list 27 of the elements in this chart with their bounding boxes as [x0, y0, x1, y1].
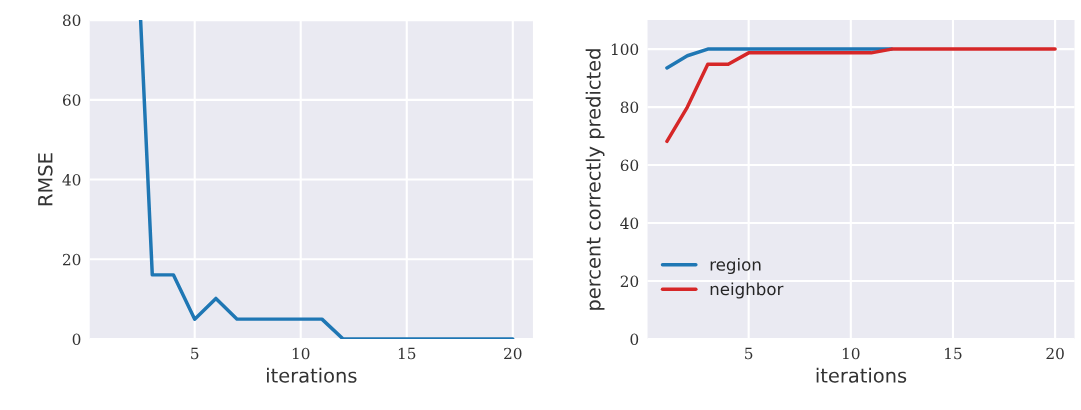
- x-tick-label: 10: [842, 347, 860, 360]
- line-series: [665, 47, 1057, 144]
- y-tick-label: 0: [630, 333, 639, 346]
- y-axis-title: percent correctly predicted: [585, 49, 605, 310]
- x-tick-label: 5: [745, 347, 753, 360]
- y-tick-label: 40: [620, 217, 639, 230]
- x-tick-label: 20: [504, 347, 522, 360]
- x-axis-title: iterations: [267, 367, 357, 383]
- y-tick-label: 100: [611, 43, 639, 56]
- x-tick-label: 15: [945, 347, 962, 360]
- y-tick-label: 80: [62, 14, 81, 27]
- x-tick-label: 10: [292, 347, 310, 360]
- x-tick-label: 15: [398, 347, 416, 360]
- y-tick-label: 80: [620, 101, 639, 114]
- y-tick-label: 20: [62, 253, 81, 266]
- y-tick-label: 0: [72, 333, 81, 346]
- y-tick-label: 60: [62, 94, 81, 106]
- y-tick-label: 60: [620, 159, 639, 172]
- x-tick-label: 5: [191, 347, 199, 360]
- line-series: [138, 20, 515, 340]
- y-tick-label: 20: [620, 275, 639, 288]
- x-axis-title: iterations: [816, 367, 907, 383]
- legend-label: neighbor: [710, 282, 784, 299]
- y-axis-title: RMSE: [37, 153, 53, 206]
- x-tick-label: 20: [1046, 347, 1064, 360]
- legend-label: region: [710, 257, 761, 275]
- y-tick-label: 40: [62, 174, 81, 186]
